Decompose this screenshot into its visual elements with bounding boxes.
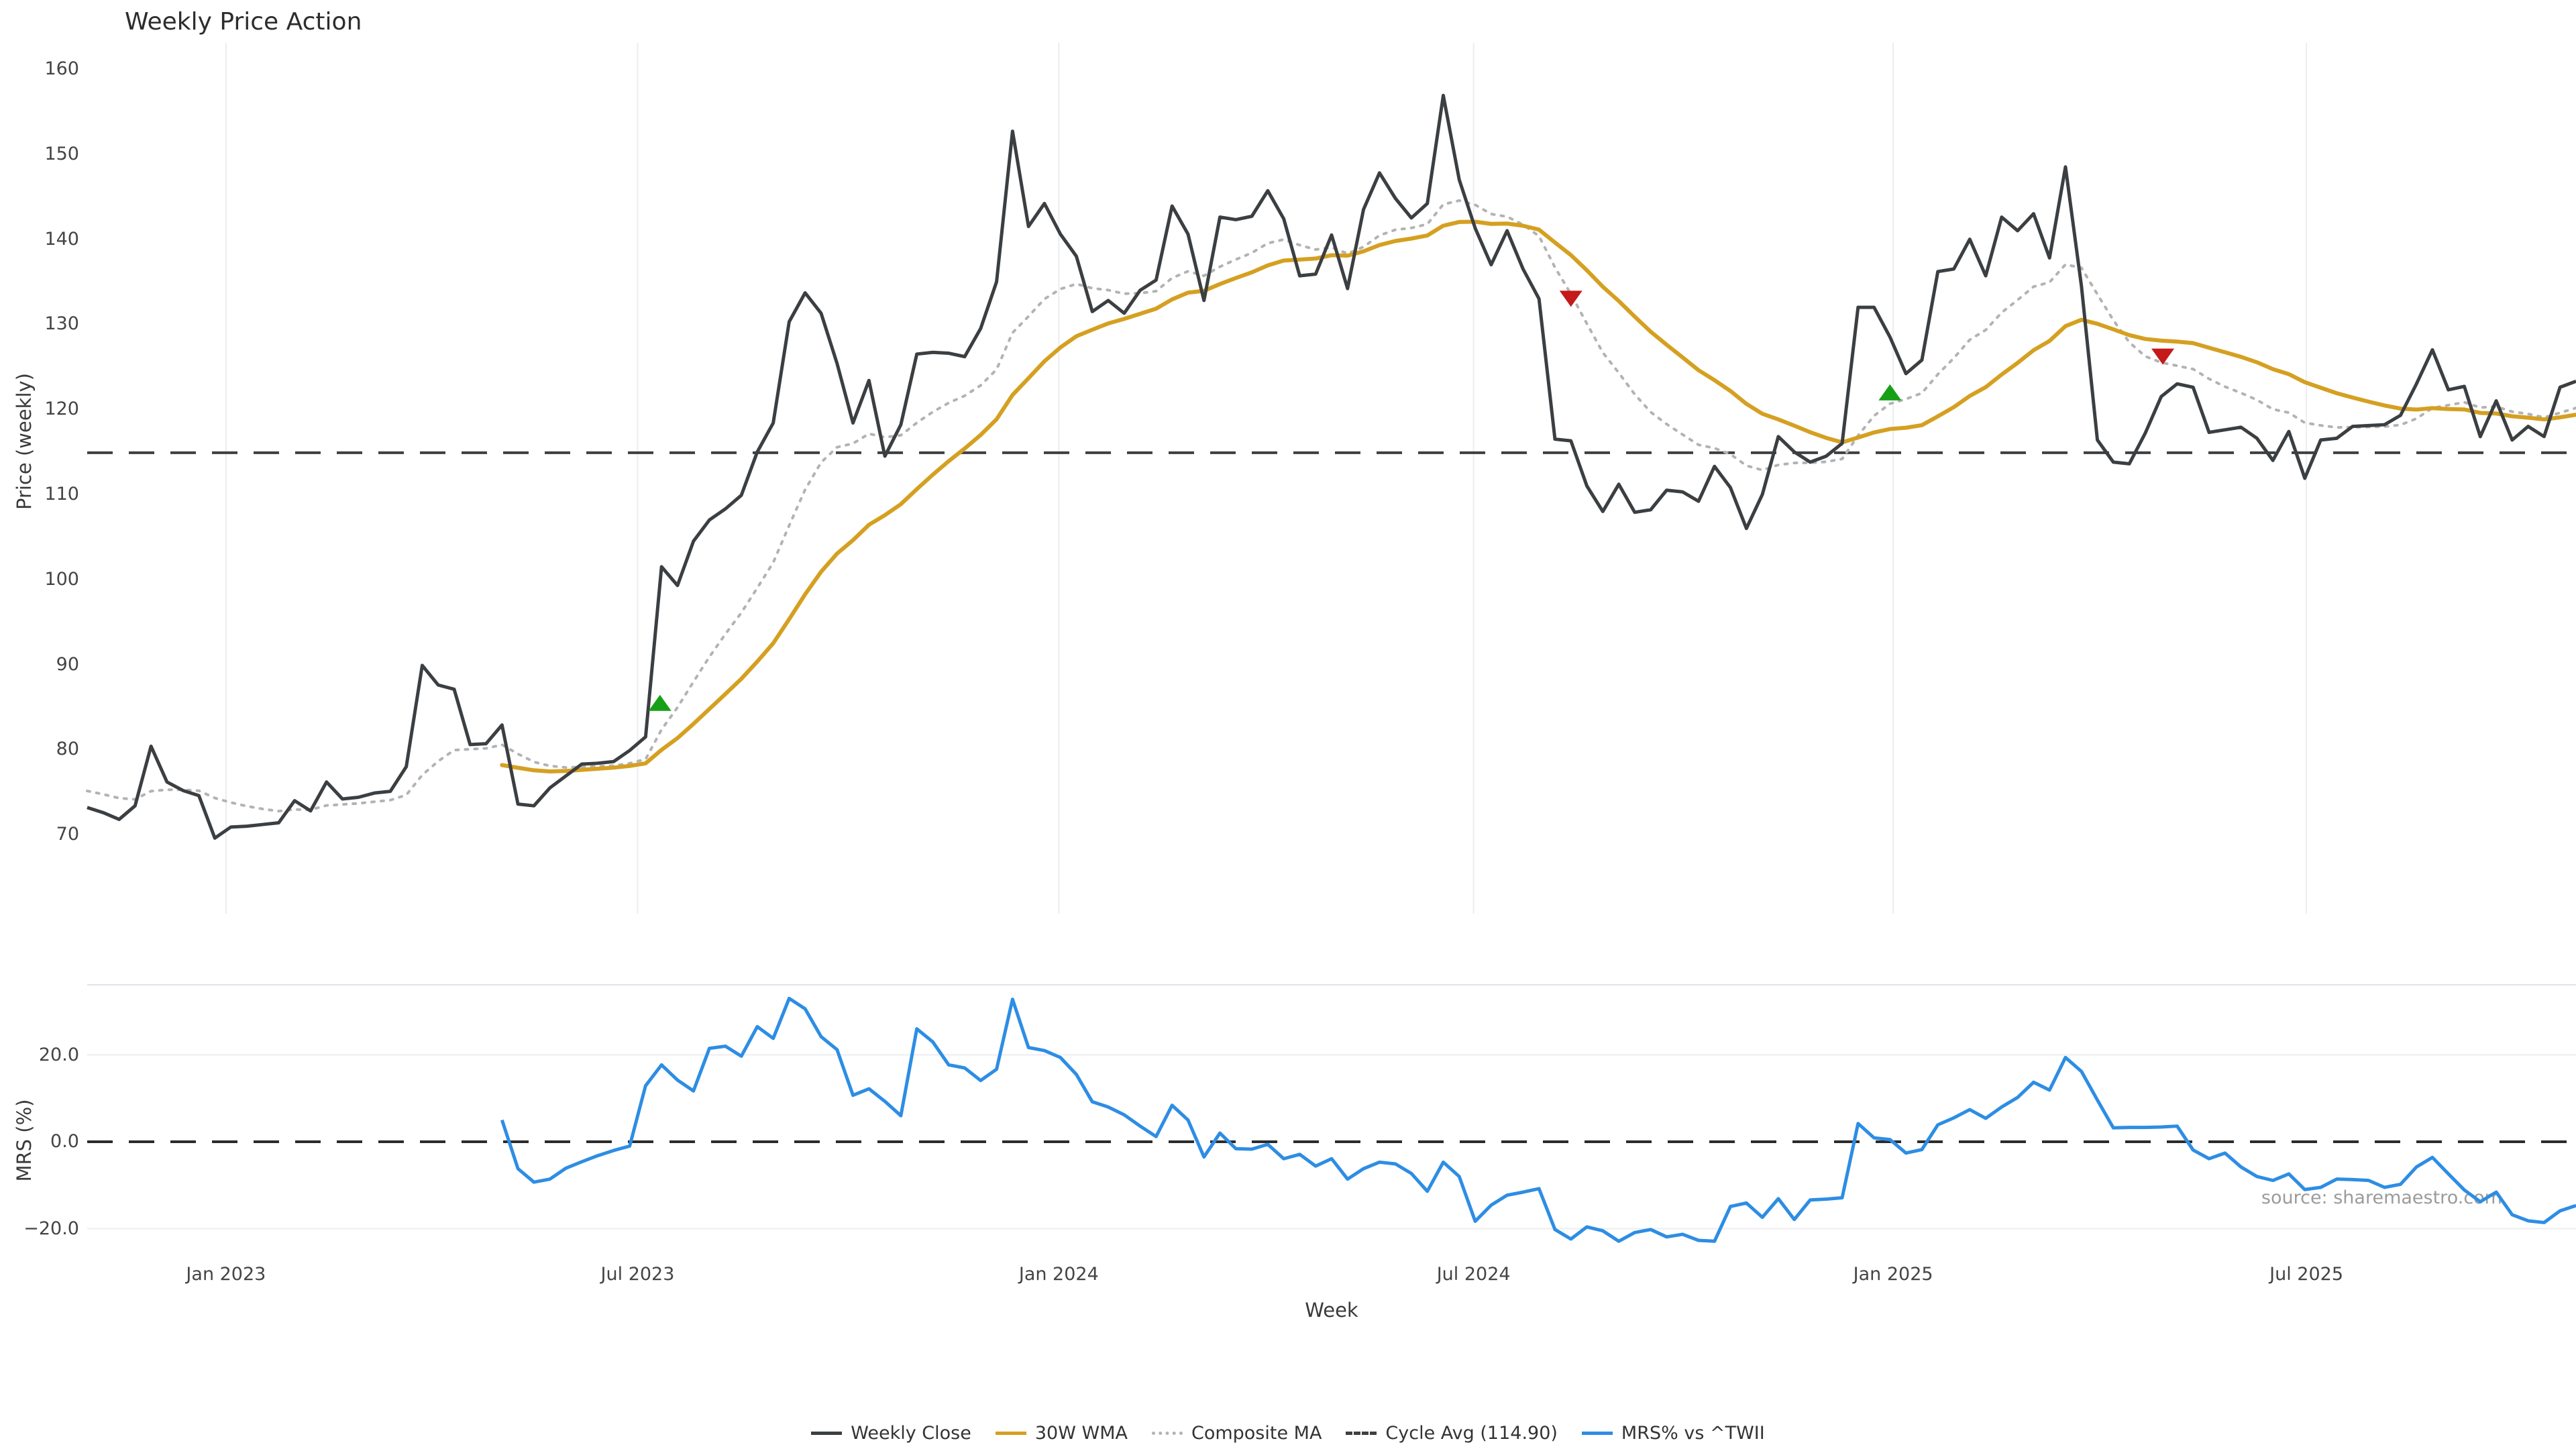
legend-item-cycle-avg-114-90-[interactable]: Cycle Avg (114.90) [1346, 1423, 1558, 1444]
price-tick-label: 80 [56, 739, 79, 760]
legend-item-composite-ma[interactable]: Composite MA [1151, 1423, 1322, 1444]
price-tick-label: 110 [44, 484, 79, 505]
legend-label: Weekly Close [851, 1423, 971, 1444]
sell-signal-marker [1559, 290, 1582, 307]
week-tick-label: Jul 2025 [2269, 1264, 2344, 1285]
legend-item-weekly-close[interactable]: Weekly Close [811, 1423, 971, 1444]
legend-swatch [1151, 1432, 1183, 1435]
legend-swatch [811, 1432, 843, 1435]
price-tick-label: 90 [56, 653, 79, 675]
mrs-tick-label: 20.0 [38, 1044, 79, 1065]
week-tick-label: Jan 2025 [1853, 1264, 1933, 1285]
price-tick-label: 150 [44, 143, 79, 164]
price-tick-label: 120 [44, 398, 79, 420]
week-tick-label: Jul 2023 [600, 1264, 675, 1285]
composite-ma-line [86, 199, 2576, 813]
legend-item-mrs-vs-twii[interactable]: MRS% vs ^TWII [1581, 1423, 1765, 1444]
price-axis-label: Price (weekly) [13, 372, 36, 511]
legend-label: Cycle Avg (114.90) [1385, 1423, 1558, 1444]
weekly-close-line [87, 93, 2576, 840]
mrs-tick-label: −20.0 [23, 1218, 79, 1239]
mrs-axis-label: MRS (%) [13, 1099, 36, 1182]
page-title: Weekly Price Action [125, 8, 362, 36]
buy-signal-marker [648, 694, 672, 711]
source-credit: source: sharemaestro.com [2261, 1187, 2502, 1208]
legend: Weekly Close 30W WMA Composite MA Cycle Avg… [0, 1423, 2576, 1444]
legend-label: Composite MA [1191, 1423, 1322, 1444]
week-tick-label: Jan 2023 [186, 1264, 266, 1285]
legend-swatch [995, 1432, 1026, 1435]
price-tick-label: 100 [44, 568, 79, 590]
week-axis-label: Week [1305, 1299, 1358, 1322]
week-tick-label: Jan 2024 [1018, 1264, 1099, 1285]
buy-signal-marker [1878, 384, 1902, 400]
mrs-tick-label: 0.0 [50, 1131, 79, 1152]
price-tick-label: 130 [44, 313, 79, 335]
price-tick-label: 140 [44, 228, 79, 250]
legend-label: MRS% vs ^TWII [1621, 1423, 1765, 1444]
legend-label: 30W WMA [1034, 1423, 1128, 1444]
legend-swatch [1581, 1432, 1613, 1435]
week-tick-label: Jul 2024 [1436, 1264, 1511, 1285]
legend-swatch [1346, 1432, 1377, 1435]
price-tick-label: 160 [44, 58, 79, 79]
sell-signal-marker [2151, 348, 2175, 365]
legend-item-30w-wma[interactable]: 30W WMA [995, 1423, 1128, 1444]
wma30-line [500, 219, 2576, 773]
price-tick-label: 70 [56, 824, 79, 845]
